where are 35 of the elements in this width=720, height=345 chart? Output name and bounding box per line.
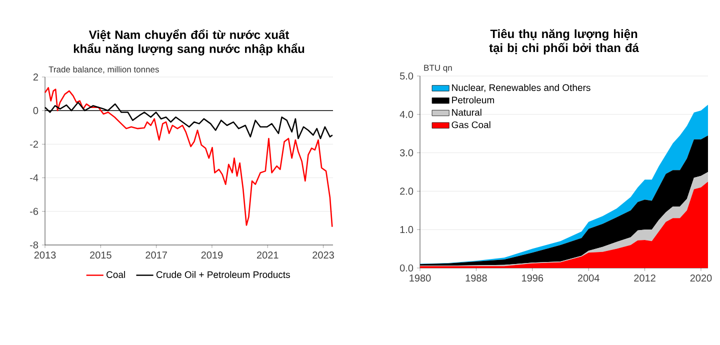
y-tick-label: 2.0 [400, 188, 414, 195]
legend-label: Natural [452, 108, 482, 116]
x-tick-label: 2004 [578, 274, 600, 282]
x-tick-label: 2021 [256, 252, 278, 259]
x-tick-label: 1980 [410, 274, 431, 282]
y-axis-title: Trade balance, million tonnes [48, 66, 159, 74]
legend-label: Petroleum [452, 96, 494, 104]
legend-label: Gas Coal [452, 121, 490, 128]
y-tick-label: 0.0 [400, 264, 414, 272]
x-tick-label: 1988 [466, 274, 487, 282]
line-series [44, 87, 333, 228]
x-tick-label: 2019 [201, 252, 223, 259]
y-tick-label: 3.0 [400, 149, 414, 156]
x-tick-label: 2023 [312, 252, 334, 259]
x-tick-label: 2020 [690, 274, 712, 282]
x-tick-label: 2017 [146, 252, 167, 259]
legend-label: Crude Oil + Petroleum Products [156, 271, 290, 278]
legend-label: Coal [106, 271, 125, 278]
x-tick-label: 1996 [522, 274, 544, 282]
y-tick-label: 4.0 [400, 110, 414, 118]
chart-title: Tiêu thụ năng lượng hiện tại bị chi phối bởi than đá [489, 29, 639, 54]
chart-title: Việt Nam chuyển đổi từ nước xuất khẩu năng lượng sang nước nhập khẩu [74, 29, 304, 56]
y-tick-label: 0 [33, 107, 38, 114]
legend-label: Nuclear, Renewables and Others [452, 84, 590, 92]
y-tick-label: -4 [30, 174, 38, 182]
y-axis-title: BTU qn [424, 64, 452, 72]
x-tick-label: 2013 [34, 252, 56, 259]
x-tick-label: 2012 [634, 274, 656, 282]
x-tick-label: 2015 [90, 252, 112, 259]
y-tick-label: 5.0 [400, 72, 414, 80]
y-tick-label: -8 [30, 241, 38, 249]
y-tick-label: 2 [33, 74, 38, 80]
y-tick-label: -2 [30, 140, 38, 148]
y-tick-label: 1.0 [400, 226, 414, 234]
y-tick-label: -6 [30, 208, 38, 215]
